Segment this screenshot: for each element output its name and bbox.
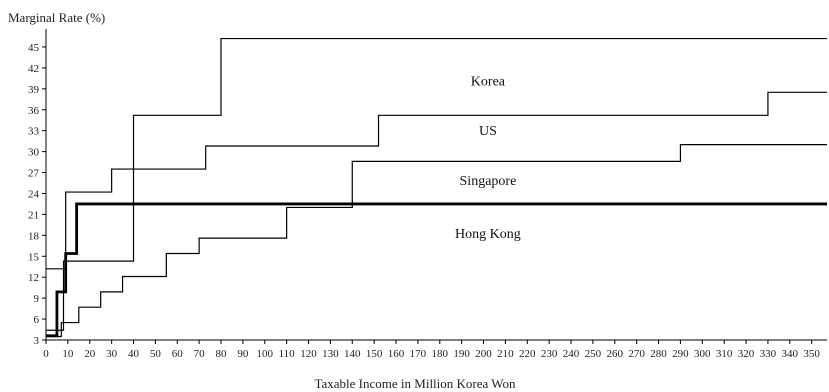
x-tick-label: 120 [300, 348, 317, 360]
series-label-korea: Korea [471, 74, 506, 89]
y-tick-label: 42 [28, 63, 39, 75]
x-tick-label: 30 [106, 348, 118, 360]
x-tick-label: 70 [194, 348, 206, 360]
y-tick-label: 33 [28, 126, 40, 138]
y-tick-label: 27 [28, 168, 40, 180]
x-tick-label: 320 [738, 348, 755, 360]
series-line-korea [46, 37, 827, 331]
x-tick-label: 40 [128, 348, 140, 360]
x-tick-label: 110 [279, 348, 296, 360]
x-tick-label: 100 [257, 348, 274, 360]
y-tick-label: 21 [28, 209, 39, 221]
series-line-singapore [46, 144, 827, 338]
x-tick-label: 230 [541, 348, 558, 360]
x-tick-label: 210 [497, 348, 514, 360]
y-tick-label: 12 [28, 272, 39, 284]
series-group [46, 37, 827, 338]
x-tick-label: 300 [694, 348, 711, 360]
x-tick-label: 220 [519, 348, 536, 360]
x-tick-label: 0 [43, 348, 49, 360]
y-tick-label: 6 [34, 314, 40, 326]
y-tick-label: 39 [28, 84, 40, 96]
x-tick-label: 170 [410, 348, 427, 360]
x-tick-label: 350 [803, 348, 820, 360]
y-tick-label: 24 [28, 188, 40, 200]
axes: 0 10 20 30 40 50 60 70 80 90 100 110 120 130 140 150 160… [28, 29, 827, 360]
x-tick-label: 130 [322, 348, 339, 360]
y-axis-title: Marginal Rate (%) [8, 10, 105, 25]
x-tick-label: 340 [782, 348, 799, 360]
series-label-singapore: Singapore [460, 174, 517, 189]
y-tick-label: 3 [34, 335, 40, 347]
y-tick-label: 36 [28, 105, 40, 117]
y-tick-label: 9 [34, 293, 40, 305]
y-tick-label: 30 [28, 147, 40, 159]
x-tick-label: 330 [760, 348, 777, 360]
series-line-hong-kong [46, 202, 827, 338]
x-tick-label: 200 [475, 348, 492, 360]
x-tick-label: 250 [585, 348, 602, 360]
x-tick-label: 290 [672, 348, 689, 360]
x-tick-label: 20 [84, 348, 96, 360]
x-tick-label: 310 [716, 348, 733, 360]
x-tick-label: 80 [216, 348, 228, 360]
y-tick-label: 45 [28, 42, 40, 54]
x-tick-label: 90 [237, 348, 249, 360]
y-tick-label: 18 [28, 230, 40, 242]
x-tick-label: 270 [628, 348, 645, 360]
series-labels: Korea US Singapore Hong Kong [455, 74, 521, 242]
x-tick-label: 160 [388, 348, 405, 360]
x-tick-label: 140 [344, 348, 361, 360]
x-axis-title: Taxable Income in Million Korea Won [314, 376, 516, 391]
x-tick-label: 240 [563, 348, 580, 360]
series-label-us: US [479, 124, 497, 139]
x-tick-label: 190 [453, 348, 470, 360]
x-tick-label: 50 [150, 348, 162, 360]
series-line-us [46, 91, 827, 270]
x-tick-label: 150 [366, 348, 383, 360]
x-tick-label: 10 [62, 348, 74, 360]
x-tick-label: 180 [432, 348, 449, 360]
x-tick-label: 280 [650, 348, 667, 360]
x-tick-label: 60 [172, 348, 184, 360]
y-tick-label: 15 [28, 251, 40, 263]
x-tick-label: 260 [607, 348, 624, 360]
series-label-hong-kong: Hong Kong [455, 227, 521, 242]
